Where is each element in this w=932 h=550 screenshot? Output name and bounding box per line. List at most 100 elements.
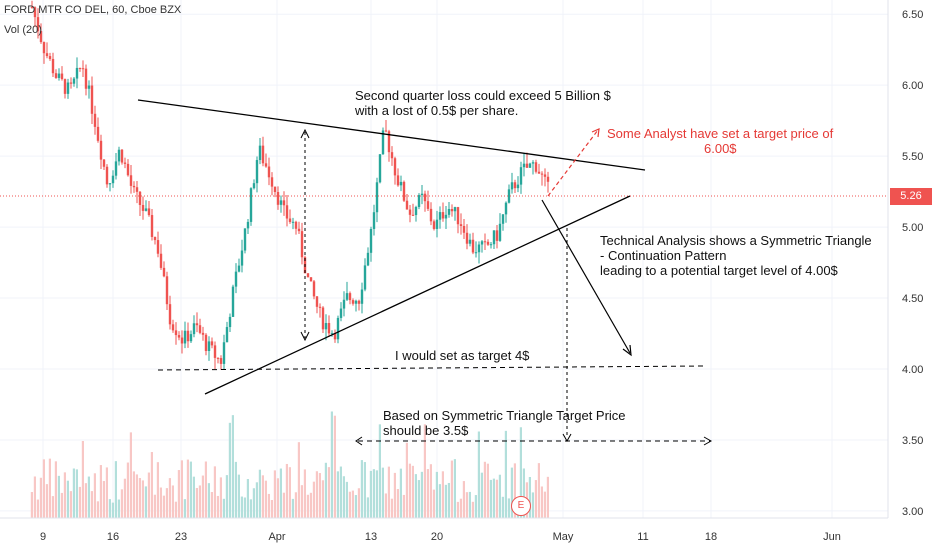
candle-body xyxy=(141,204,145,211)
volume-bar xyxy=(300,485,303,518)
candle-body xyxy=(354,300,358,304)
target-level-line[interactable] xyxy=(157,365,706,371)
volume-bar xyxy=(540,486,543,518)
volume-bar xyxy=(90,491,93,518)
volume-bar xyxy=(120,489,123,518)
candle-body xyxy=(45,53,49,57)
candle-body xyxy=(279,200,283,205)
candle-body xyxy=(42,42,46,54)
candle-body xyxy=(510,182,514,190)
volume-bar xyxy=(147,472,150,518)
volume-bar xyxy=(213,466,216,518)
candle-body xyxy=(297,228,301,232)
candle-body xyxy=(447,209,451,215)
volume-bar xyxy=(342,476,345,518)
volume-bar xyxy=(54,461,57,518)
volume-bar xyxy=(303,469,306,518)
candle-body xyxy=(522,163,526,168)
triangle-upper-trendline[interactable] xyxy=(137,99,646,171)
candle-body xyxy=(150,215,154,237)
time-axis[interactable]: 9 16 23 Apr 13 20 May 11 18 Jun xyxy=(40,531,841,543)
candle-body xyxy=(495,230,499,241)
volume-bar xyxy=(279,468,282,518)
candle-body xyxy=(177,335,181,338)
volume-bar xyxy=(195,487,198,518)
candle-body xyxy=(99,140,103,160)
candle-body xyxy=(453,207,457,212)
candle-body xyxy=(117,149,121,162)
volume-bar xyxy=(81,440,84,518)
candle-body xyxy=(63,79,67,94)
y-tick-label: 4.00 xyxy=(902,364,923,376)
candle-body xyxy=(66,82,70,94)
volume-bar xyxy=(69,491,72,518)
candle-body xyxy=(471,239,475,253)
volume-bar xyxy=(141,480,144,518)
volume-bar xyxy=(270,499,273,518)
earnings-icon[interactable]: E xyxy=(511,496,531,516)
candle-body xyxy=(489,244,493,246)
candle-body xyxy=(135,187,139,192)
volume-bar xyxy=(468,491,471,518)
candle-body xyxy=(498,223,502,241)
candle-body xyxy=(276,192,280,205)
arrow-left-icon xyxy=(355,436,363,446)
candle-body xyxy=(432,221,436,229)
volume-bar xyxy=(126,462,129,518)
volume-bar xyxy=(324,462,327,518)
volume-bar xyxy=(501,496,504,518)
candle-body xyxy=(492,230,496,245)
arrow-up-icon xyxy=(300,128,310,139)
candle-body xyxy=(477,244,481,253)
candle-body xyxy=(153,236,157,241)
candle-body xyxy=(204,334,208,352)
volume-bar xyxy=(264,480,267,518)
volume-bar xyxy=(168,478,171,518)
volume-bar xyxy=(414,474,417,518)
loss-note[interactable]: Second quarter loss could exceed 5 Billi… xyxy=(355,88,611,118)
candle-body xyxy=(327,323,331,334)
volume-bar xyxy=(30,492,33,518)
volume-bar xyxy=(180,460,183,518)
candle-body xyxy=(516,184,520,189)
candle-body xyxy=(282,200,286,206)
volume-bar xyxy=(495,479,498,518)
target-note[interactable]: I would set as target 4$ xyxy=(395,348,530,363)
candle-body xyxy=(318,306,322,308)
volume-bar xyxy=(105,467,108,518)
candle-body xyxy=(123,162,127,164)
candle-body xyxy=(369,228,373,253)
candle-body xyxy=(480,241,484,245)
triangle-target-note[interactable]: Based on Symmetric Triangle Target Price… xyxy=(383,408,626,438)
candle-body xyxy=(360,289,364,304)
volume-indicator-label[interactable]: Vol (20) xyxy=(4,24,42,36)
volume-bar xyxy=(399,468,402,518)
triangle-lower-trendline[interactable] xyxy=(204,195,631,395)
volume-bar xyxy=(114,461,117,518)
volume-bar xyxy=(462,481,465,518)
price-axis[interactable]: 3.00 3.50 4.00 4.50 5.00 5.50 6.00 6.50 xyxy=(902,9,923,518)
analyst-note[interactable]: Some Analyst have set a target price of … xyxy=(607,126,833,156)
candle-body xyxy=(105,166,109,185)
volume-bar xyxy=(507,498,510,518)
candle-body xyxy=(246,221,250,229)
volume-bar xyxy=(123,478,126,518)
triangle-target-note-line-2: should be 3.5$ xyxy=(383,423,469,438)
candle-body xyxy=(33,7,37,18)
candle-body xyxy=(132,185,136,188)
candle-body xyxy=(291,221,295,223)
candle-body xyxy=(192,323,196,335)
volume-bar xyxy=(465,492,468,518)
candle-body xyxy=(78,67,82,69)
volume-bar xyxy=(369,470,372,518)
candle-body xyxy=(228,316,232,328)
arrow-up-right-icon xyxy=(591,128,600,138)
y-tick-label: 3.50 xyxy=(902,435,923,447)
volume-bar xyxy=(186,459,189,518)
candle-body xyxy=(258,145,262,161)
volume-bar xyxy=(291,498,294,518)
ta-note[interactable]: Technical Analysis shows a Symmetric Tri… xyxy=(600,233,872,278)
candle-body xyxy=(54,73,58,78)
candle-body xyxy=(189,334,193,342)
